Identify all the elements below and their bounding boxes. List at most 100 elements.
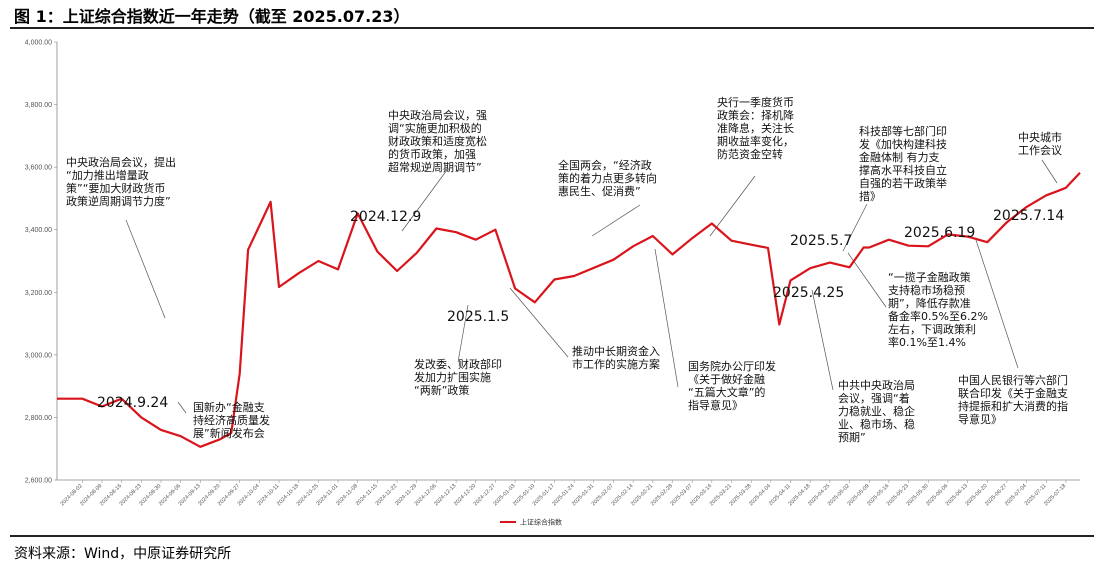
annotation-leader-line	[509, 287, 569, 358]
annotation-line: 中国人民银行等六部门	[958, 373, 1068, 387]
annotation-leader-line	[842, 203, 868, 252]
annotation-line: 科技部等七部门印	[859, 124, 947, 138]
annotation-line: 惠民生、促消费”	[558, 184, 641, 198]
annotation-line: 中央政治局会议，强	[388, 108, 487, 122]
policy-annotation: 中国人民银行等六部门联合印发《关于金融支持提振和扩大消费的指导意见》	[958, 373, 1068, 426]
annotation-line: “加力推出增量政	[66, 168, 149, 182]
annotation-layer: 2024.9.24 2024.12.9 2025.1.5 2025.4.25 2025.…	[66, 95, 1068, 444]
annotation-line: 期收益率变化，	[717, 134, 794, 148]
annotation-line: 发改委、财政部印	[414, 357, 502, 371]
y-tick-label: 3,600.00	[25, 165, 52, 172]
annotation-line: 指导意见》	[688, 398, 743, 412]
annotation-leader-line	[125, 219, 166, 319]
y-tick-label: 3,400.00	[25, 227, 52, 234]
annotation-line: 财政政策和适度宽松	[388, 134, 487, 148]
annotation-line: 中共中央政治局	[838, 378, 915, 392]
y-tick-label: 3,800.00	[25, 102, 52, 109]
policy-annotation: 发改委、财政部印发加力扩围实施“两新”政策	[414, 357, 502, 397]
annotation-leader-line	[177, 401, 187, 414]
annotation-line: 政策会：择机降	[717, 108, 794, 122]
annotation-line: 措》	[859, 189, 881, 203]
annotation-line: 《关于做好金融	[688, 372, 765, 386]
annotation-line: 期”，降低存款准	[888, 296, 971, 310]
date-marker-label: 2025.1.5	[447, 309, 509, 325]
line-chart: 2,600.00 2,800.00 3,000.00 3,200.00 3,400.00…	[25, 40, 1081, 527]
date-marker-label: 2025.5.7	[790, 233, 852, 249]
y-tick-label: 2,800.00	[25, 415, 52, 422]
annotation-leader-line	[457, 304, 469, 363]
policy-annotation: 国务院办公厅印发《关于做好金融“五篇大文章”的指导意见》	[688, 359, 776, 412]
annotation-leader-line	[709, 175, 756, 237]
annotation-line: 策的着力点更多转向	[558, 171, 657, 185]
annotation-line: 国务院办公厅印发	[688, 359, 776, 373]
date-marker-label: 2025.6.19	[904, 225, 975, 241]
annotation-leader-line	[654, 248, 679, 388]
top-rule	[10, 27, 1094, 29]
source-note: 资料来源：Wind，中原证券研究所	[14, 546, 232, 562]
annotation-line: 防范资金空转	[717, 147, 783, 161]
policy-annotation: 科技部等七部门印发《加快构建科技金融体制 有力支撑高水平科技自立自强的若干政策举…	[859, 124, 947, 203]
annotation-line: 的货币政策，加强	[388, 147, 476, 161]
annotation-line: 工作会议	[1018, 144, 1062, 157]
y-tick-label: 2,600.00	[25, 478, 52, 485]
annotation-line: 会议，强调“着	[838, 391, 910, 405]
annotation-line: 预期”	[838, 431, 866, 444]
annotation-line: 发加力扩围实施	[414, 370, 491, 384]
y-tick-label: 4,000.00	[25, 40, 52, 47]
annotation-line: 发《加快构建科技	[859, 137, 947, 151]
annotation-line: 撑高水平科技自立	[859, 163, 947, 177]
annotation-line: 策”“要加大财政货币	[66, 181, 165, 195]
policy-annotation: 中央政治局会议，强调“实施更加积极的财政政策和适度宽松的货币政策，加强超常规逆周…	[388, 108, 487, 174]
policy-annotation: 中央政治局会议，提出“加力推出增量政策”“要加大财政货币政策逆周期调节力度”	[66, 155, 176, 208]
annotation-line: “五篇大文章”的	[688, 385, 765, 399]
policy-annotation: 中共中央政治局会议，强调“着力稳就业、稳企业、稳市场、稳预期”	[838, 378, 915, 444]
annotation-line: 展”新闻发布会	[193, 426, 265, 440]
annotation-line: 左右，下调政策利	[888, 322, 976, 336]
annotation-line: 市工作的实施方案	[572, 357, 660, 371]
legend-label: 上证综合指数	[520, 518, 562, 527]
date-marker-label: 2024.12.9	[350, 209, 421, 225]
date-marker-label: 2024.9.24	[97, 395, 168, 411]
date-marker-label: 2025.7.14	[993, 208, 1064, 224]
series-layer	[57, 172, 1081, 448]
policy-annotation: 中央城市工作会议	[1018, 130, 1062, 157]
annotation-line: 金融体制 有力支	[859, 150, 940, 164]
annotation-line: 业、稳市场、稳	[838, 417, 915, 431]
annotation-leader-line	[811, 289, 834, 391]
annotation-leaders	[125, 159, 1058, 414]
annotation-line: 全国两会，“经济政	[558, 158, 652, 172]
annotation-line: 中央城市	[1018, 130, 1062, 144]
annotation-leader-line	[401, 169, 448, 232]
annotation-line: 支持稳市场稳预	[888, 283, 965, 297]
annotation-line: 持经济高质量发	[193, 413, 270, 427]
annotation-leader-line	[591, 204, 641, 237]
legend: 上证综合指数	[500, 518, 562, 527]
y-tick-label: 3,000.00	[25, 352, 52, 359]
annotation-line: 调“实施更加积极的	[388, 121, 482, 135]
annotation-line: 联合印发《关于金融支	[958, 386, 1068, 400]
policy-annotation: 全国两会，“经济政策的着力点更多转向惠民生、促消费”	[558, 158, 657, 198]
annotation-line: 国新办“金融支	[193, 400, 265, 414]
annotation-leader-line	[1041, 159, 1058, 184]
annotation-line: 超常规逆周期调节”	[388, 160, 482, 174]
date-marker-label: 2025.4.25	[773, 285, 844, 301]
figure-title: 图 1：上证综合指数近一年走势（截至 2025.07.23）	[14, 7, 410, 26]
policy-annotation: 推动中长期资金入市工作的实施方案	[572, 344, 660, 371]
annotation-line: 自强的若干政策举	[859, 176, 947, 190]
policy-annotation: 国新办“金融支持经济高质量发展”新闻发布会	[193, 400, 270, 440]
annotation-line: “一揽子金融政策	[888, 270, 971, 284]
series-line-shanghai-composite	[57, 172, 1081, 448]
annotation-leader-line	[975, 239, 1019, 369]
annotation-line: 央行一季度货币	[717, 95, 794, 109]
annotation-line: 率0.1%至1.4%	[888, 335, 966, 349]
annotation-line: 导意见》	[958, 412, 1002, 426]
annotation-line: 备金率0.5%至6.2%	[888, 309, 988, 323]
annotation-line: 力稳就业、稳企	[838, 404, 915, 418]
annotation-line: 政策逆周期调节力度”	[66, 194, 171, 208]
annotation-line: 推动中长期资金入	[572, 344, 660, 358]
policy-annotation: “一揽子金融政策支持稳市场稳预期”，降低存款准备金率0.5%至6.2%左右，下调…	[888, 270, 988, 349]
annotation-line: 持提振和扩大消费的指	[958, 399, 1068, 413]
bottom-rule	[10, 535, 1094, 537]
annotation-line: “两新”政策	[414, 383, 469, 397]
annotation-line: 准降息，关注长	[717, 121, 794, 135]
